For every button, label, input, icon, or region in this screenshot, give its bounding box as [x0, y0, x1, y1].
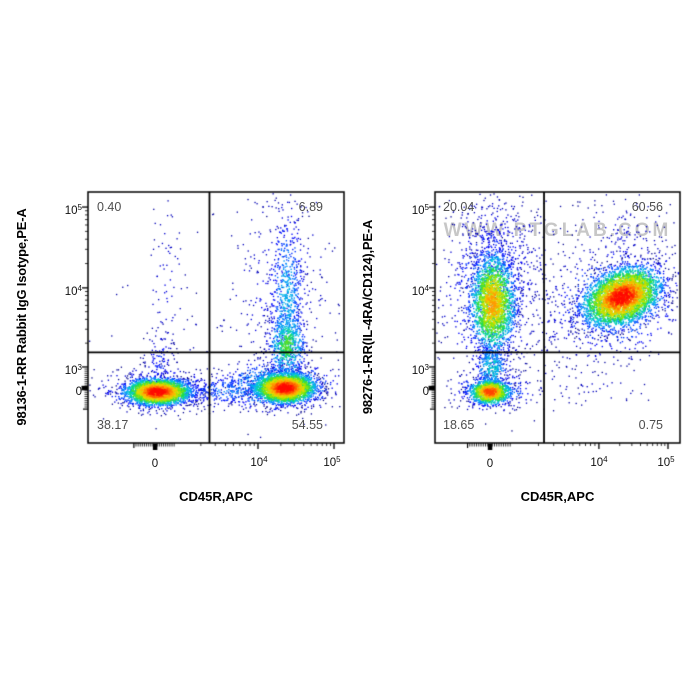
- right-quadrant-bottom-right-value: 0.75: [638, 418, 663, 432]
- right-y-axis-title: 98276-1-RR(IL-4RA/CD124),PE-A: [360, 219, 375, 415]
- right-quadrant-top-left-value: 20.04: [443, 200, 475, 214]
- right-quadrant-top-right-value: 60.56: [631, 200, 663, 214]
- left-y-axis-title: 98136-1-RR Rabbit IgG Isotype,PE-A: [14, 208, 29, 426]
- right-x-axis-title: CD45R,APC: [520, 489, 595, 504]
- left-ytick-1e4: 104: [64, 284, 82, 298]
- left-x-axis-title: CD45R,APC: [179, 489, 253, 504]
- left-quadrant-top-left-value: 0.40: [97, 200, 122, 214]
- right-ytick-0: 0: [422, 385, 429, 398]
- left-xtick-0: 0: [151, 457, 159, 470]
- right-ytick-1e5: 105: [411, 203, 429, 217]
- left-quadrant-bottom-right-value: 54.55: [291, 418, 323, 432]
- left-quadrant-bottom-left-value: 38.17: [97, 418, 129, 432]
- left-xtick-1e4: 104: [250, 455, 268, 469]
- right-xtick-1e5: 105: [657, 455, 675, 469]
- left-xtick-1e5: 105: [323, 455, 341, 469]
- left-ytick-1e3: 103: [64, 363, 82, 377]
- left-quadrant-top-right-value: 6.89: [298, 200, 323, 214]
- right-quadrant-bottom-left-value: 18.65: [443, 418, 475, 432]
- right-xtick-1e4: 104: [590, 455, 608, 469]
- left-ytick-1e5: 105: [64, 203, 82, 217]
- left-ytick-0: 0: [75, 385, 82, 398]
- right-xtick-0: 0: [486, 457, 494, 470]
- right-ytick-1e3: 103: [411, 363, 429, 377]
- right-ytick-1e4: 104: [411, 284, 429, 298]
